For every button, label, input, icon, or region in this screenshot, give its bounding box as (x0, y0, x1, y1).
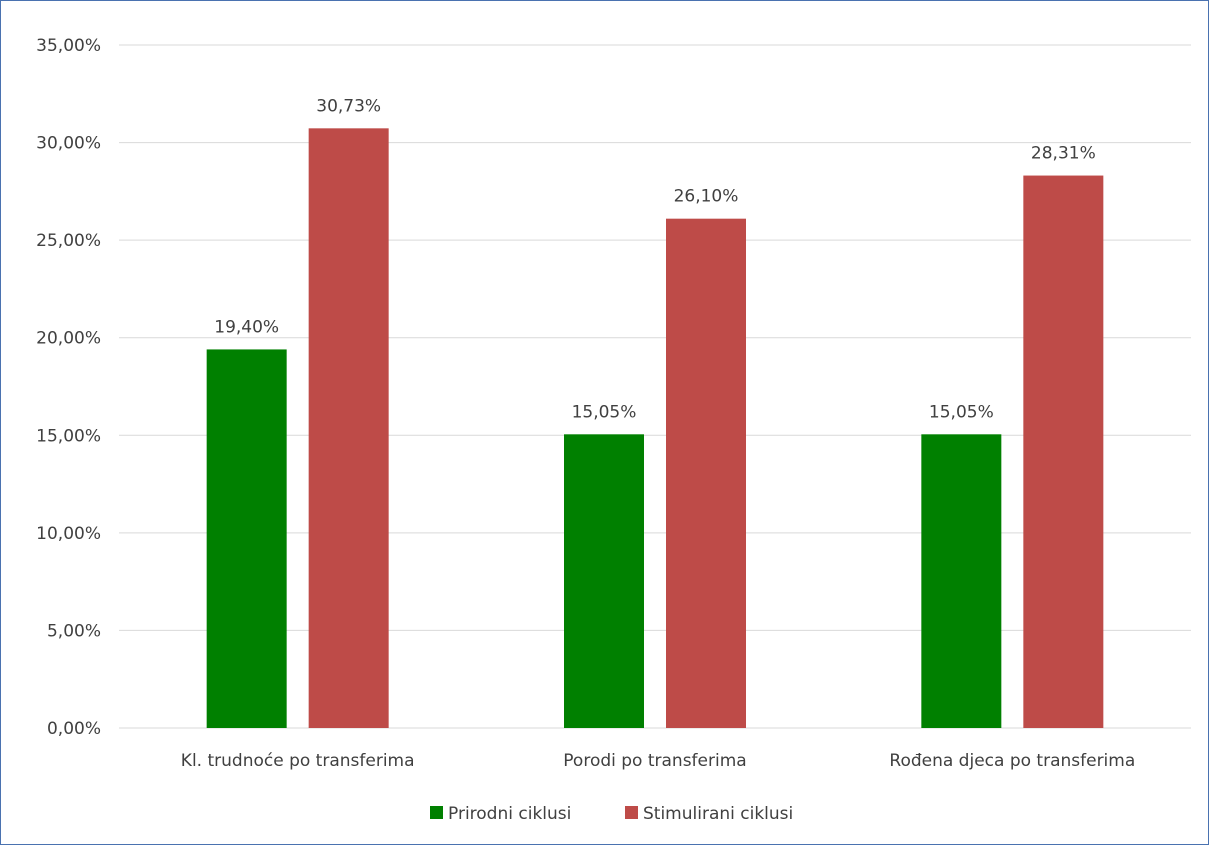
legend-swatch (430, 806, 443, 819)
bar-stimulirani-2 (1023, 175, 1104, 729)
bar-prirodni-2 (921, 434, 1002, 728)
legend-swatch (625, 806, 638, 819)
data-label: 28,31% (1031, 144, 1096, 164)
y-tick-label: 10,00% (36, 524, 101, 544)
y-tick-label: 5,00% (47, 621, 101, 641)
data-label: 26,10% (674, 187, 739, 207)
y-tick-label: 20,00% (36, 329, 101, 349)
gridlines (119, 44, 1191, 729)
y-tick-label: 15,00% (36, 426, 101, 446)
y-tick-label: 30,00% (36, 134, 101, 154)
category-label: Porodi po transferima (563, 751, 746, 771)
x-axis-categories: Kl. trudnoće po transferima Porodi po tra… (181, 751, 1135, 771)
category-label: Kl. trudnoće po transferima (181, 751, 415, 771)
data-label: 19,40% (214, 317, 279, 337)
data-labels: 19,40% 30,73% 15,05% 26,10% 15,05% 28,31% (214, 96, 1095, 422)
data-label: 30,73% (316, 96, 381, 116)
y-axis-ticks: 0,00% 5,00% 10,00% 15,00% 20,00% 25,00% 30,00%… (36, 36, 101, 739)
legend-label: Prirodni ciklusi (448, 804, 571, 824)
data-label: 15,05% (929, 402, 994, 422)
bar-stimulirani-0 (308, 128, 389, 728)
y-tick-label: 0,00% (47, 719, 101, 739)
legend-label: Stimulirani ciklusi (643, 804, 793, 824)
bar-prirodni-0 (206, 349, 287, 728)
y-tick-label: 35,00% (36, 36, 101, 56)
y-tick-label: 25,00% (36, 231, 101, 251)
data-label: 15,05% (572, 402, 637, 422)
bar-prirodni-1 (564, 434, 644, 728)
bars (206, 128, 1104, 729)
category-label: Rođena djeca po transferima (889, 751, 1135, 771)
legend: Prirodni ciklusi Stimulirani ciklusi (430, 804, 793, 824)
bar-stimulirani-1 (666, 218, 746, 729)
